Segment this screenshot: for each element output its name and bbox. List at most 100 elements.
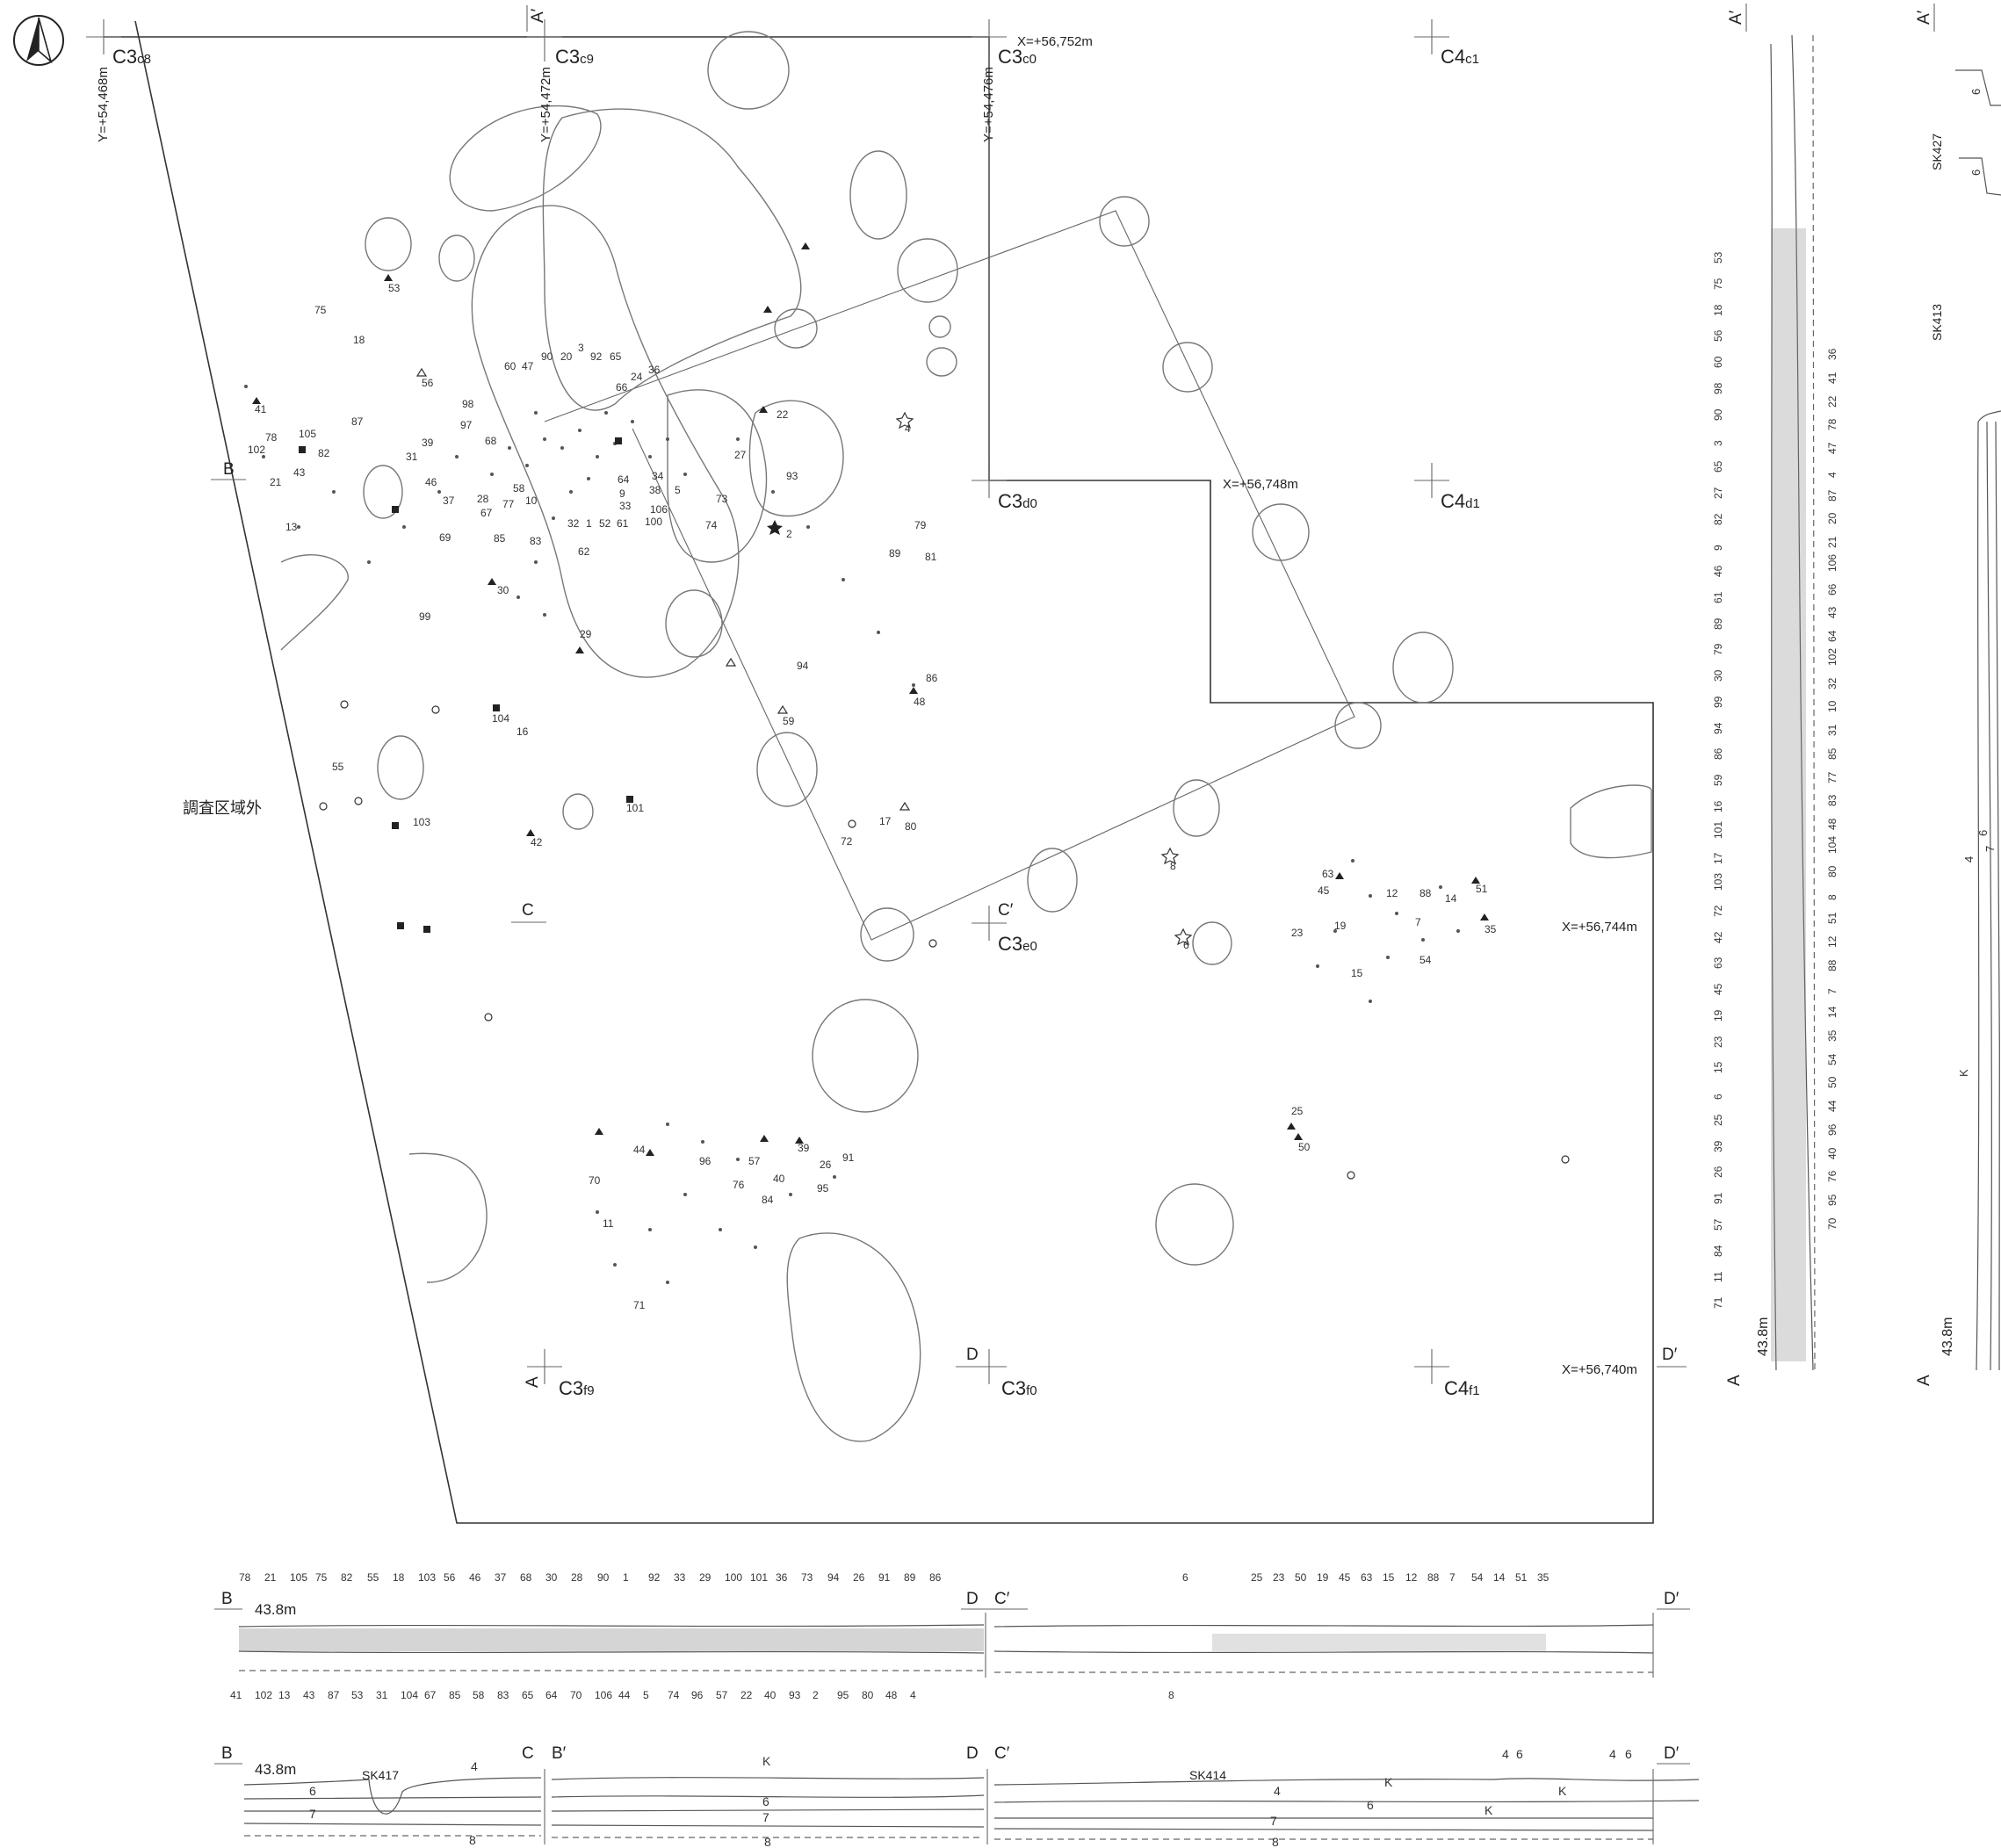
artifact-label-47: 47 — [522, 360, 534, 372]
section1-bottom-label-22: 22 — [740, 1689, 753, 1701]
artifact-label-27: 27 — [734, 449, 747, 461]
section1-cd-labels: 25 23 50 19 45 63 15 12 88 7 54 14 51 35 6 8 — [1168, 1571, 1550, 1701]
section3-right-label-22: 22 — [1826, 395, 1838, 408]
section3-right-label-50: 50 — [1826, 1076, 1838, 1088]
section1-cd-label-51: 51 — [1515, 1571, 1528, 1584]
artifact-label-20: 20 — [560, 350, 573, 363]
artifact-label-42: 42 — [531, 836, 543, 848]
artifact-label-38: 38 — [649, 484, 661, 496]
artifact-label-75: 75 — [314, 304, 327, 316]
artifact-label-102: 102 — [248, 444, 265, 456]
section3-right-label-83: 83 — [1826, 794, 1838, 806]
sec2-layer6-d: 6 — [1516, 1747, 1523, 1761]
artifact-label-78: 78 — [265, 431, 278, 444]
sec2-layer7-a: 7 — [309, 1807, 316, 1821]
sec1-b: B — [221, 1590, 233, 1608]
section-soil-aa: A′ SK427 SK413 6 6 4 6 7 K A 43.8m — [1915, 4, 2001, 1386]
sec4-layer6-b: 6 — [1969, 170, 1983, 176]
sec2-layer4-a: 4 — [471, 1759, 478, 1773]
section3-left-label-79: 79 — [1712, 643, 1724, 655]
section1-bottom-label-93: 93 — [789, 1689, 801, 1701]
section3-right-label-4: 4 — [1826, 472, 1838, 478]
artifact-label-74: 74 — [705, 519, 718, 531]
artifact-label-68: 68 — [485, 435, 497, 447]
sec2-layer6-a: 6 — [309, 1784, 316, 1798]
section3-right-label-35: 35 — [1826, 1029, 1838, 1042]
section1-top-label-89: 89 — [904, 1571, 916, 1584]
grid-label-c3d0: C3d0 — [998, 490, 1037, 512]
section1-cd-label-54: 54 — [1471, 1571, 1484, 1584]
artifact-label-2: 2 — [786, 528, 792, 540]
mark-a-bottom: A — [524, 1376, 542, 1388]
section3-left-label-42: 42 — [1712, 931, 1724, 943]
section1-top-label-103: 103 — [418, 1571, 436, 1584]
artifact-label-97: 97 — [460, 419, 473, 431]
section3-left-label-19: 19 — [1712, 1009, 1724, 1021]
section1-bottom-label-95: 95 — [837, 1689, 849, 1701]
section1-bottom-label-44: 44 — [618, 1689, 631, 1701]
artifact-label-18: 18 — [353, 334, 365, 346]
section3-left-label-9: 9 — [1712, 545, 1724, 551]
section3-right-label-14: 14 — [1826, 1006, 1838, 1018]
north-arrow-icon — [13, 15, 64, 66]
artifact-label-11: 11 — [603, 1217, 614, 1230]
section1-cd-label-15: 15 — [1383, 1571, 1395, 1584]
artifact-label-69: 69 — [439, 531, 451, 544]
section3-right-label-77: 77 — [1826, 771, 1838, 783]
section3-left-label-89: 89 — [1712, 617, 1724, 630]
section1-top-label-21: 21 — [264, 1571, 277, 1584]
plan-section-marks: A′ B C C′ D D′ A — [211, 5, 1687, 1388]
artifact-label-67: 67 — [480, 507, 493, 519]
sec1-d: D — [966, 1590, 979, 1608]
section1-bottom-label-57: 57 — [716, 1689, 728, 1701]
section3-right-label-80: 80 — [1826, 865, 1838, 877]
section1-bottom-label-4: 4 — [910, 1689, 916, 1701]
section1-top-label-26: 26 — [853, 1571, 865, 1584]
pit-outlines — [280, 31, 1652, 1442]
grid-label-c3e0: C3e0 — [998, 933, 1037, 955]
section3-left-label-65: 65 — [1712, 460, 1724, 473]
section3-left-label-6: 6 — [1712, 1094, 1724, 1100]
artifact-label-39: 39 — [422, 437, 434, 449]
section1-bottom-labels: 41 102 13 43 87 53 31 104 67 85 58 83 65 64 70 106 44 5 74… — [230, 1689, 916, 1701]
section3-left-label-18: 18 — [1712, 304, 1724, 316]
section1-top-label-75: 75 — [315, 1571, 328, 1584]
artifact-dot-clusters — [244, 385, 1460, 1284]
sec4-layer4: 4 — [1962, 856, 1976, 863]
artifact-label-24: 24 — [631, 371, 643, 383]
artifact-label-81: 81 — [925, 551, 937, 563]
artifact-label-3: 3 — [578, 342, 584, 354]
section1-bottom-label-70: 70 — [570, 1689, 582, 1701]
section3-right-label-95: 95 — [1826, 1194, 1838, 1206]
artifact-label-62: 62 — [578, 545, 590, 558]
sec2-k-c: K — [1558, 1784, 1567, 1798]
label-sk413: SK413 — [1930, 304, 1944, 341]
section1-top-label-18: 18 — [393, 1571, 405, 1584]
section3-left-label-26: 26 — [1712, 1166, 1724, 1178]
section1-cd-label-6: 6 — [1182, 1571, 1188, 1584]
artifact-label-45: 45 — [1318, 884, 1330, 897]
section3-right-label-78: 78 — [1826, 418, 1838, 430]
mark-b: B — [223, 460, 235, 479]
sec1-c-prime: C′ — [994, 1590, 1010, 1608]
artifact-label-21: 21 — [270, 476, 282, 488]
label-sk414: SK414 — [1189, 1768, 1226, 1782]
outside-area-label: 調査区域外 — [183, 799, 262, 817]
section1-top-label-29: 29 — [699, 1571, 712, 1584]
sec4-layer6-c: 6 — [1976, 830, 1990, 836]
section3-left-label-30: 30 — [1712, 669, 1724, 682]
artifact-label-39: 39 — [798, 1142, 810, 1154]
artifact-label-26: 26 — [820, 1159, 832, 1171]
section1-cd-label-63: 63 — [1361, 1571, 1373, 1584]
artifact-label-60: 60 — [504, 360, 517, 372]
mark-c-prime: C′ — [998, 901, 1014, 920]
section1-top-label-1: 1 — [623, 1571, 629, 1584]
mark-a-prime-top: A′ — [529, 8, 547, 23]
section1-top-label-100: 100 — [725, 1571, 742, 1584]
section3-left-label-91: 91 — [1712, 1192, 1724, 1204]
section1-top-label-105: 105 — [290, 1571, 307, 1584]
artifact-label-32: 32 — [567, 517, 580, 530]
section3-right-label-96: 96 — [1826, 1123, 1838, 1136]
artifact-label-72: 72 — [841, 835, 853, 848]
